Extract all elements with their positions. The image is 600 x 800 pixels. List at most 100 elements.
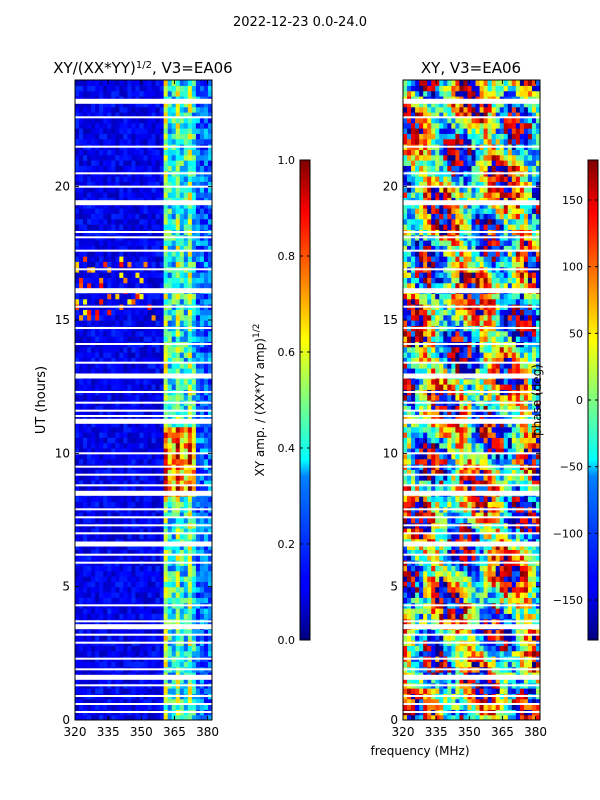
amplitude-cell [95,90,100,97]
amplitude-cell [131,320,137,326]
amplitude-cell [95,501,100,508]
amplitude-cell [139,549,145,556]
phase-cell [447,714,452,720]
amplitude-cell [79,650,84,657]
amplitude-cell [159,277,165,284]
phase-cell [451,597,456,604]
amplitude-cell [107,517,112,524]
amplitude-cell [103,224,108,230]
amplitude-cell [107,261,112,268]
amplitude-cell [79,213,84,220]
amplitude-cell [207,90,212,97]
amplitude-cell [115,336,120,342]
amplitude-cell [155,261,161,268]
amplitude-cell [191,544,197,550]
amplitude-cell [107,218,112,225]
amplitude-cell [143,80,149,86]
amplitude-cell [111,133,116,140]
amplitude-cell [119,293,124,300]
amplitude-cell [79,208,84,214]
amplitude-cell [195,384,201,390]
amplitude-cell [147,517,153,524]
amplitude-cell [95,218,100,225]
amplitude-cell [187,645,193,652]
amplitude-cell [191,592,197,598]
amplitude-cell [207,314,212,321]
amplitude-cell [107,277,112,284]
phase-cell [443,613,448,620]
amplitude-cell [143,186,149,193]
amplitude-cell [107,202,112,209]
amplitude-cell [199,645,205,652]
amplitude-cell [135,90,141,97]
amplitude-cell [151,309,157,316]
phase-cell [491,661,497,668]
amplitude-cell [131,213,137,220]
amplitude-cell [207,421,212,428]
amplitude-cell [167,378,173,385]
amplitude-cell [115,650,120,657]
amplitude-cell [103,586,108,593]
amplitude-cell [183,378,189,385]
amplitude-cell [175,320,181,326]
amplitude-cell [75,549,80,556]
amplitude-cell [143,688,149,694]
amplitude-cell [195,378,201,385]
amplitude-cell [147,250,153,257]
amplitude-cell [139,213,145,220]
amplitude-cell [175,352,181,358]
amplitude-cell [199,650,205,657]
amplitude-cell [87,597,92,604]
amplitude-gap [75,200,212,206]
amplitude-cell [139,512,145,518]
phase-cell [411,650,416,657]
phase-cell [427,661,432,668]
amplitude-cell [199,634,205,641]
amplitude-cell [87,432,92,438]
amplitude-cell [179,181,185,188]
amplitude-cell [119,336,124,342]
amplitude-cell [91,714,96,720]
amplitude-cell [107,176,112,182]
amplitude-cell [79,597,84,604]
amplitude-cell [143,293,149,300]
amplitude-cell [155,661,161,668]
amplitude-cell [143,581,149,588]
amplitude-cell [127,645,133,652]
amplitude-cell [207,298,212,305]
amplitude-cell [183,458,189,465]
amplitude-cell [155,469,161,476]
amplitude-cell [159,613,165,620]
amplitude-cell [103,368,108,374]
amplitude-gap [75,116,212,119]
amplitude-cell [207,106,212,113]
phase-cell [415,592,420,598]
amplitude-cell [183,272,189,278]
amplitude-cell [115,565,120,572]
amplitude-cell [103,448,108,454]
amplitude-cell [111,314,116,321]
phase-cell [499,677,505,684]
amplitude-cell [119,101,124,108]
phase-cell [515,677,521,684]
amplitude-cell [159,586,165,593]
amplitude-colorbar-ticks: 0.00.20.40.60.81.0 [278,154,310,647]
amplitude-cell [75,192,80,198]
amplitude-cell [91,309,96,316]
phase-cell [531,597,537,604]
amplitude-cell [183,149,189,156]
amplitude-cell [139,138,145,145]
amplitude-cell [179,90,185,97]
phase-cell [411,698,416,705]
amplitude-cell [195,357,201,364]
amplitude-cell [163,336,169,342]
amplitude-cell [183,586,189,593]
amplitude-cell [135,112,141,118]
amplitude-cell [171,394,177,401]
phase-cell [483,592,489,598]
amplitude-cell [167,346,173,353]
amplitude-cell [123,554,128,561]
phase-cell [443,629,448,636]
amplitude-cell [155,549,161,556]
amplitude-cell [143,576,149,582]
